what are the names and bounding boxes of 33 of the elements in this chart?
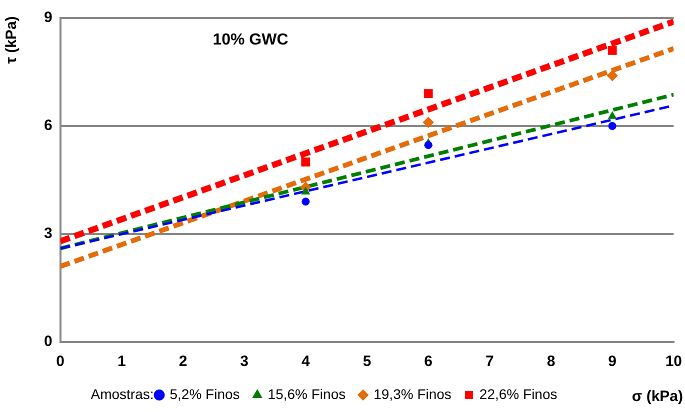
legend-label: 5,2% Finos xyxy=(170,386,240,402)
legend-label: 22,6% Finos xyxy=(479,386,558,402)
point xyxy=(608,122,616,130)
point xyxy=(424,89,433,98)
y-tick-label: 0 xyxy=(44,333,52,350)
x-tick-label: 7 xyxy=(485,353,494,370)
point xyxy=(422,117,434,128)
x-tick-label: 5 xyxy=(362,353,372,370)
x-tick-label: 3 xyxy=(240,353,249,370)
x-tick-label: 1 xyxy=(118,353,126,370)
x-tick-label: 10 xyxy=(665,353,682,370)
y-axis-title: τ (kPa) xyxy=(3,16,20,64)
legend-title: Amostras: xyxy=(90,386,154,402)
point xyxy=(608,46,617,55)
point xyxy=(302,187,310,194)
x-tick-label: 6 xyxy=(424,353,433,370)
point xyxy=(608,112,616,119)
legend-label: 19,3% Finos xyxy=(374,386,452,402)
y-tick-label: 3 xyxy=(44,225,52,242)
x-axis-title: σ (kPa) xyxy=(632,388,684,406)
point xyxy=(424,141,432,150)
legend-label: 15,6% Finos xyxy=(268,386,346,402)
point xyxy=(606,70,618,81)
x-tick-label: 8 xyxy=(546,353,556,370)
y-tick-label: 6 xyxy=(44,117,52,134)
x-tick-label: 4 xyxy=(301,353,310,370)
point xyxy=(301,158,310,166)
text: 10% GWC xyxy=(212,31,289,48)
y-tick-label: 9 xyxy=(44,9,52,26)
x-tick-label: 0 xyxy=(56,353,65,370)
point xyxy=(302,198,310,206)
x-tick-label: 9 xyxy=(608,353,616,370)
x-tick-label: 2 xyxy=(178,353,188,370)
